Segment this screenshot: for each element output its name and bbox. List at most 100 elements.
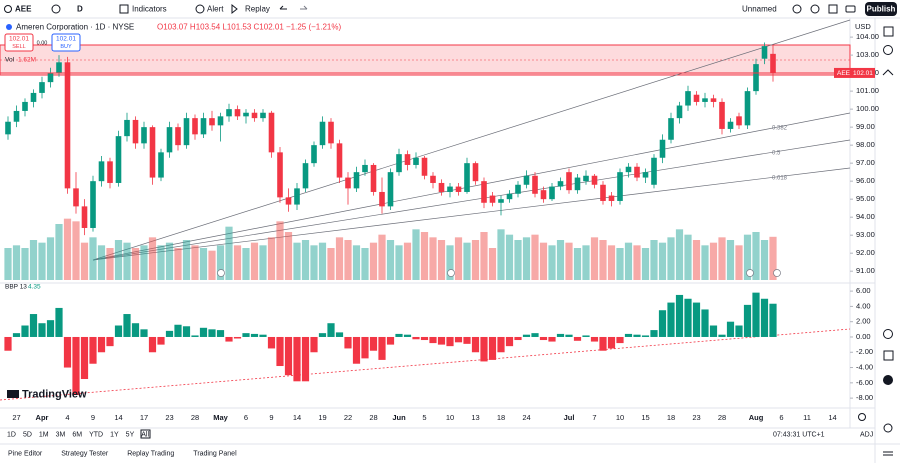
layers-icon[interactable]	[882, 69, 894, 76]
footer-tab[interactable]: Strategy Tester	[61, 450, 109, 457]
dividend-marker[interactable]	[447, 269, 455, 277]
undo-icon[interactable]	[279, 5, 287, 10]
footer-tab[interactable]: Trading Panel	[193, 450, 237, 457]
candle-body	[566, 172, 572, 191]
candle-body	[702, 98, 708, 102]
sell-price[interactable]: 102.01	[9, 36, 29, 43]
snapshot-icon[interactable]	[845, 5, 856, 13]
bbp-bar	[352, 336, 361, 364]
publish-button-bg[interactable]	[865, 2, 897, 16]
buy-price[interactable]: 102.01	[56, 36, 76, 43]
bbp-bar	[616, 336, 624, 344]
quick-search-icon[interactable]	[792, 4, 802, 14]
sell-label[interactable]: SELL	[12, 44, 25, 50]
bbp-bar	[123, 314, 131, 337]
search-icon[interactable]	[4, 5, 12, 13]
volume-bar	[276, 221, 284, 280]
bbp-bar	[658, 310, 667, 337]
apps-icon[interactable]	[883, 375, 893, 385]
candle-body	[13, 110, 20, 122]
alerts-icon[interactable]	[883, 45, 893, 55]
candle-body	[668, 118, 674, 140]
axis-settings-icon[interactable]	[858, 413, 866, 421]
range-button[interactable]: All	[141, 431, 149, 438]
notifications-icon[interactable]	[883, 423, 893, 433]
settings-icon[interactable]	[810, 4, 820, 14]
sell-button[interactable]	[4, 33, 34, 52]
bbp-bar	[157, 336, 165, 345]
alert-button[interactable]: Alert	[207, 5, 224, 14]
buy-label[interactable]: BUY	[60, 44, 72, 50]
candle-body	[583, 175, 589, 182]
candle-body	[642, 172, 649, 178]
news-marker[interactable]	[773, 269, 781, 277]
volume-bar	[556, 240, 565, 280]
candle-body	[277, 152, 283, 198]
bbp-bar	[480, 336, 488, 362]
range-button[interactable]: YTD	[89, 431, 103, 438]
range-button[interactable]: 6M	[72, 431, 82, 438]
footer-tab[interactable]: Replay Trading	[127, 450, 174, 457]
symbol[interactable]: AEE	[15, 5, 32, 14]
buy-button[interactable]	[51, 33, 81, 52]
indicators-button[interactable]: Indicators	[132, 5, 167, 14]
volume-bar	[123, 242, 131, 280]
range-button[interactable]: 1M	[39, 431, 49, 438]
candle-body	[149, 127, 156, 178]
footer: Pine Editor Strategy Tester Replay Trading…	[8, 450, 237, 457]
bbp-bar	[46, 320, 55, 337]
candle-body	[413, 157, 419, 165]
volume-bar	[21, 248, 29, 280]
range-button[interactable]: 3M	[56, 431, 66, 438]
candle-body	[693, 94, 700, 102]
volume-bar	[726, 240, 735, 280]
candle-body	[464, 163, 470, 192]
volume-bar	[429, 237, 437, 280]
toolbar	[0, 0, 900, 18]
replay-button[interactable]: Replay	[245, 5, 270, 14]
range-button[interactable]: 5D	[23, 431, 32, 438]
fib-label: 0.618	[772, 176, 788, 182]
redo-icon[interactable]	[300, 5, 308, 10]
layout-name[interactable]: Unnamed	[742, 5, 777, 14]
volume-bar	[216, 245, 225, 280]
fib-label: 0.382	[772, 126, 788, 132]
calendar-icon[interactable]	[883, 350, 894, 361]
earnings-marker[interactable]	[746, 269, 754, 277]
candle-body	[285, 197, 292, 205]
footer-tab[interactable]: Pine Editor	[8, 450, 43, 457]
bbp-bar	[310, 336, 318, 353]
y-tick-label: 103.00	[856, 50, 879, 59]
range-button[interactable]: 1Y	[110, 431, 119, 438]
y-tick-label: 92.00	[856, 248, 875, 257]
candle-body	[30, 92, 37, 102]
compare-icon[interactable]	[51, 4, 61, 14]
range-button[interactable]: 5Y	[126, 431, 135, 438]
target-icon[interactable]	[883, 329, 893, 339]
publish-button[interactable]: Publish	[867, 5, 896, 14]
indicators-icon	[119, 4, 129, 14]
x-tick-label: Jun	[392, 413, 406, 422]
volume-bar	[140, 245, 148, 280]
volume-bar	[616, 248, 624, 280]
volume-bar	[446, 245, 454, 280]
volume-bar	[395, 245, 403, 280]
interval[interactable]: D	[77, 5, 83, 14]
x-tick-label: 28	[191, 413, 199, 422]
earnings-marker[interactable]	[217, 269, 225, 277]
volume-bar	[590, 237, 599, 280]
date-range-icon[interactable]	[140, 429, 151, 439]
watchlist-icon[interactable]	[883, 26, 894, 37]
bbp-bar	[760, 298, 769, 337]
candle-body	[421, 157, 428, 176]
fullscreen-icon[interactable]	[828, 4, 838, 14]
range-button[interactable]: 1D	[7, 431, 16, 438]
bbp-tick-label: 0.00	[856, 332, 871, 341]
volume-bar	[301, 240, 310, 280]
candle-body	[234, 109, 241, 117]
volume-bar	[114, 240, 123, 280]
menu-icon[interactable]	[883, 451, 893, 456]
adj-toggle[interactable]: ADJ	[860, 431, 873, 438]
volume-bar	[12, 245, 21, 280]
